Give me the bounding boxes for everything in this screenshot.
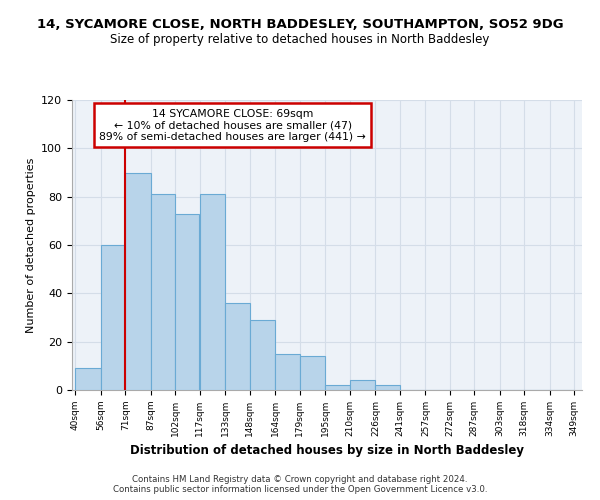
Bar <box>350 380 376 390</box>
Bar <box>250 320 275 390</box>
Bar <box>226 303 250 390</box>
Bar <box>199 194 226 390</box>
Text: 14 SYCAMORE CLOSE: 69sqm
← 10% of detached houses are smaller (47)
89% of semi-d: 14 SYCAMORE CLOSE: 69sqm ← 10% of detach… <box>99 108 366 142</box>
Bar <box>75 368 101 390</box>
Y-axis label: Number of detached properties: Number of detached properties <box>26 158 35 332</box>
Bar <box>175 214 199 390</box>
Bar <box>376 385 400 390</box>
Bar <box>325 385 350 390</box>
Bar <box>275 354 299 390</box>
X-axis label: Distribution of detached houses by size in North Baddesley: Distribution of detached houses by size … <box>130 444 524 458</box>
Text: 14, SYCAMORE CLOSE, NORTH BADDESLEY, SOUTHAMPTON, SO52 9DG: 14, SYCAMORE CLOSE, NORTH BADDESLEY, SOU… <box>37 18 563 30</box>
Bar <box>151 194 175 390</box>
Bar <box>299 356 325 390</box>
Bar <box>125 172 151 390</box>
Text: Contains public sector information licensed under the Open Government Licence v3: Contains public sector information licen… <box>113 486 487 494</box>
Text: Size of property relative to detached houses in North Baddesley: Size of property relative to detached ho… <box>110 32 490 46</box>
Bar <box>101 245 125 390</box>
Text: Contains HM Land Registry data © Crown copyright and database right 2024.: Contains HM Land Registry data © Crown c… <box>132 476 468 484</box>
